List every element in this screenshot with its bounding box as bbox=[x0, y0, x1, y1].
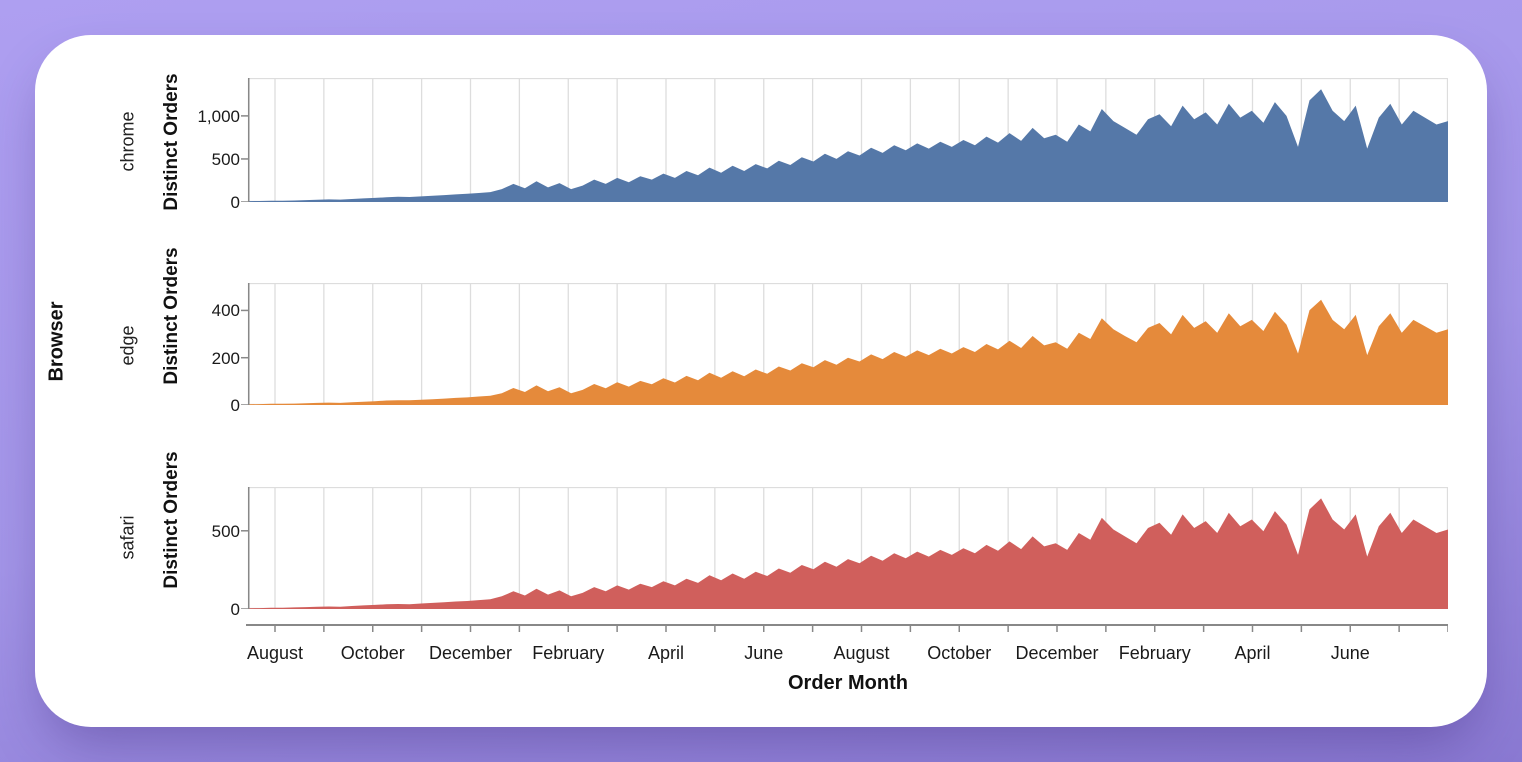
x-tick-label: June bbox=[1330, 643, 1370, 663]
area-plot-edge bbox=[241, 283, 1448, 405]
facet-label-chrome: chrome bbox=[117, 111, 138, 172]
area-series-edge bbox=[248, 299, 1448, 405]
area-plot-chrome bbox=[241, 78, 1448, 202]
y-tick-label: 500 bbox=[211, 149, 240, 169]
x-tick-label: October bbox=[927, 643, 992, 663]
x-axis-line bbox=[246, 624, 1449, 632]
y-ticks-safari: 0 500 bbox=[145, 487, 240, 618]
x-axis: August October December February April June Au… bbox=[240, 624, 1449, 724]
x-tick-label: February bbox=[1118, 643, 1191, 663]
facet-axis-title: Browser bbox=[45, 301, 68, 382]
y-tick-label: 500 bbox=[211, 521, 240, 541]
area-series-safari bbox=[248, 498, 1448, 609]
y-tick-label: 0 bbox=[230, 600, 240, 619]
x-tick-label: August bbox=[246, 643, 304, 663]
y-tick-label: 1,000 bbox=[197, 106, 240, 126]
y-tick-label: 0 bbox=[230, 193, 240, 212]
x-tick-label: December bbox=[428, 643, 513, 663]
x-tick-label: August bbox=[833, 643, 890, 663]
y-tick-label: 200 bbox=[211, 348, 240, 368]
x-tick-label: June bbox=[744, 643, 784, 663]
y-ticks-edge: 0 200 400 bbox=[145, 283, 240, 414]
chart-card: Browser chrome Distinct Orders 0 500 1,000… bbox=[35, 35, 1487, 727]
area-plot-safari bbox=[241, 487, 1448, 609]
y-tick-label: 400 bbox=[211, 301, 240, 321]
facet-label-edge: edge bbox=[117, 325, 138, 366]
y-tick-label: 0 bbox=[230, 396, 240, 415]
y-ticks-chrome: 0 500 1,000 bbox=[145, 78, 240, 211]
x-tick-label: April bbox=[1234, 643, 1271, 663]
facet-label-safari: safari bbox=[117, 515, 138, 560]
x-tick-label: December bbox=[1015, 643, 1099, 663]
x-tick-label: April bbox=[647, 643, 684, 663]
x-axis-title: Order Month bbox=[788, 672, 908, 694]
x-tick-label: February bbox=[532, 643, 605, 663]
area-series-chrome bbox=[248, 89, 1448, 202]
x-tick-label: October bbox=[340, 643, 405, 663]
